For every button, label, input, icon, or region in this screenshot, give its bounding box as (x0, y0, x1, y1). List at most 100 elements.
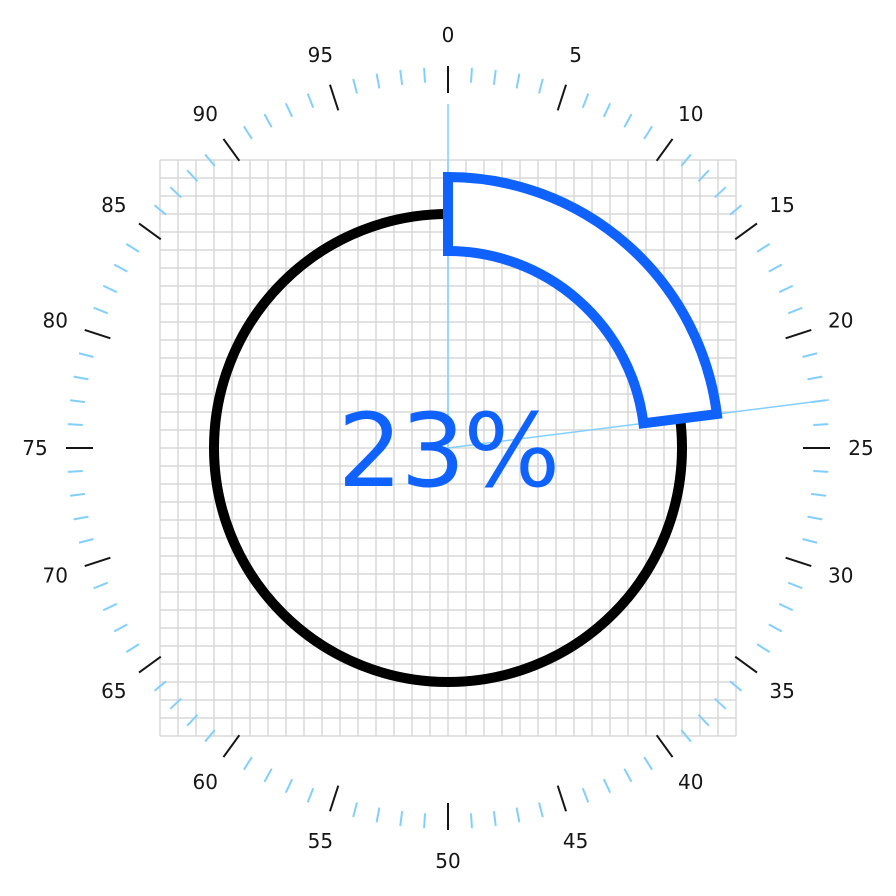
minor-tick (102, 284, 118, 294)
tick-label: 90 (193, 102, 218, 126)
minor-tick (538, 78, 544, 94)
major-tick (84, 556, 111, 567)
major-tick (329, 84, 340, 111)
major-tick (222, 734, 241, 758)
minor-tick (284, 102, 294, 118)
minor-tick (375, 807, 381, 823)
minor-tick (756, 243, 771, 253)
minor-tick (802, 352, 818, 358)
minor-tick (714, 697, 727, 710)
minor-tick (243, 756, 253, 771)
minor-tick (125, 243, 140, 253)
major-tick (84, 329, 111, 340)
minor-tick (807, 375, 823, 381)
tick-label: 35 (769, 679, 794, 703)
minor-tick (102, 602, 118, 612)
major-tick (138, 655, 162, 674)
tick-label: 85 (101, 193, 126, 217)
minor-tick (113, 263, 128, 273)
minor-tick (306, 93, 315, 109)
minor-tick (581, 787, 590, 803)
minor-tick (602, 778, 612, 794)
minor-tick (697, 714, 710, 727)
tick-label: 80 (42, 308, 67, 332)
major-tick (222, 138, 241, 162)
minor-tick (643, 756, 653, 771)
minor-tick (399, 69, 404, 86)
minor-tick (169, 697, 182, 710)
minor-tick (399, 810, 404, 827)
minor-tick (807, 515, 823, 521)
minor-tick (186, 169, 199, 182)
minor-tick (69, 492, 86, 497)
major-tick (655, 138, 674, 162)
tick-label: 20 (828, 308, 853, 332)
tick-label: 55 (308, 829, 333, 853)
minor-tick (515, 73, 521, 89)
minor-tick (169, 186, 182, 199)
major-tick (734, 655, 758, 674)
minor-tick (643, 125, 653, 140)
tick-label: 65 (101, 679, 126, 703)
minor-tick (768, 263, 783, 273)
minor-tick (423, 67, 427, 83)
minor-tick (813, 423, 829, 427)
tick-label: 95 (308, 43, 333, 67)
major-tick (329, 785, 340, 812)
tick-label: 45 (563, 829, 588, 853)
minor-tick (714, 186, 727, 199)
minor-tick (263, 113, 273, 128)
major-tick (734, 222, 758, 241)
minor-tick (186, 714, 199, 727)
minor-tick (680, 153, 692, 167)
tick-label: 40 (678, 770, 703, 794)
minor-tick (93, 581, 109, 590)
tick-label: 50 (435, 849, 460, 873)
minor-tick (243, 125, 253, 140)
major-tick (785, 556, 812, 567)
tick-label: 0 (442, 23, 455, 47)
minor-tick (756, 643, 771, 653)
minor-tick (125, 643, 140, 653)
dial-ticks (66, 66, 830, 830)
tick-label: 15 (769, 193, 794, 217)
minor-tick (680, 729, 692, 743)
minor-tick (602, 102, 612, 118)
minor-tick (813, 469, 829, 473)
center-value-label: 23% (338, 392, 559, 511)
major-tick (556, 785, 567, 812)
minor-tick (284, 778, 294, 794)
minor-tick (78, 538, 94, 544)
minor-tick (469, 67, 473, 83)
minor-tick (768, 623, 783, 633)
minor-tick (423, 813, 427, 829)
minor-tick (581, 93, 590, 109)
minor-tick (729, 204, 743, 216)
dial-labels: 0 5 10 15 20 25 30 35 40 45 50 55 60 65 70 75 80 85 90 95 (22, 23, 873, 873)
minor-tick (538, 802, 544, 818)
minor-tick (492, 69, 497, 86)
progress-arc-segment (443, 171, 723, 429)
minor-tick (93, 306, 109, 315)
minor-tick (153, 204, 167, 216)
minor-tick (204, 153, 216, 167)
minor-tick (306, 787, 315, 803)
minor-tick (73, 515, 89, 521)
tick-label: 5 (569, 43, 582, 67)
tick-label: 25 (848, 436, 873, 460)
major-tick (785, 329, 812, 340)
minor-tick (623, 768, 633, 783)
minor-tick (729, 680, 743, 692)
minor-tick (204, 729, 216, 743)
tick-label: 60 (193, 770, 218, 794)
minor-tick (375, 73, 381, 89)
minor-tick (778, 284, 794, 294)
tick-label: 30 (828, 564, 853, 588)
minor-tick (352, 802, 358, 818)
major-tick (138, 222, 162, 241)
minor-tick (802, 538, 818, 544)
major-tick (556, 84, 567, 111)
minor-tick (492, 810, 497, 827)
minor-tick (787, 581, 803, 590)
